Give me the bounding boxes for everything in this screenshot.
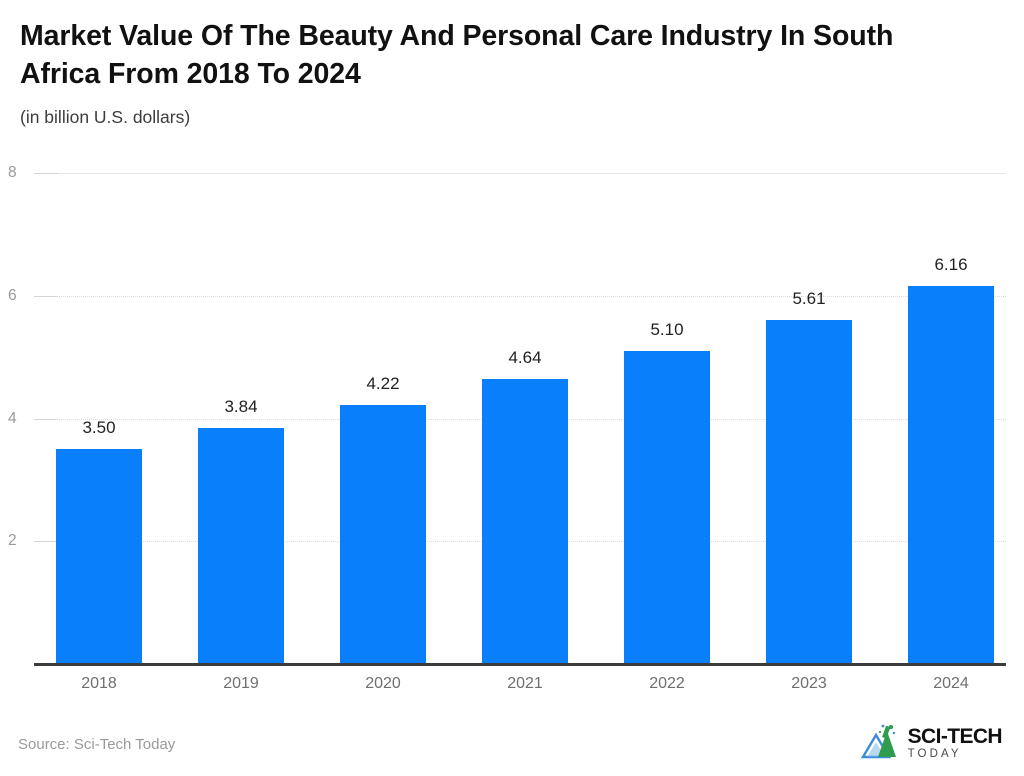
- logo-wordmark: SCI-TECH TODAY: [907, 724, 1003, 761]
- chart-header: Market Value Of The Beauty And Personal …: [20, 18, 1000, 128]
- x-axis-label-2019: 2019: [223, 675, 259, 692]
- bar-value-label-2020: 4.22: [366, 373, 400, 393]
- bar-2018[interactable]: [56, 449, 142, 664]
- ytick-stub-8: [34, 173, 58, 174]
- bar-2021[interactable]: [482, 379, 568, 664]
- bar-value-label-2022: 5.10: [650, 319, 684, 339]
- logo-title: SCI-TECH: [907, 724, 1003, 748]
- x-axis-label-2021: 2021: [507, 675, 543, 692]
- gridline-6: [34, 295, 1006, 297]
- chart-subtitle: (in billion U.S. dollars): [20, 107, 191, 128]
- ytick-stub-2: [34, 541, 58, 543]
- bar-value-label-2024: 6.16: [934, 254, 968, 274]
- bar-value-label-2019: 3.84: [224, 397, 258, 417]
- bar-2022[interactable]: [624, 350, 710, 664]
- x-axis-label-2022: 2022: [649, 675, 685, 692]
- y-axis-label-8: 8: [8, 164, 17, 181]
- bar-value-label-2018: 3.50: [82, 418, 116, 438]
- y-axis-label-4: 4: [8, 409, 17, 427]
- gridline-8: [34, 173, 1006, 174]
- page-title: Market Value Of The Beauty And Personal …: [20, 20, 894, 90]
- bar-2024[interactable]: [908, 285, 994, 664]
- x-axis-label-2020: 2020: [365, 675, 401, 692]
- bar-2020[interactable]: [340, 404, 426, 664]
- bar-value-label-2023: 5.61: [792, 288, 826, 308]
- y-axis-label-6: 6: [8, 286, 17, 304]
- sci-tech-today-logo-icon: [860, 724, 896, 759]
- x-axis-label-2024: 2024: [933, 675, 969, 692]
- bar-2019[interactable]: [198, 428, 284, 664]
- logo-subtitle: TODAY: [907, 747, 962, 760]
- ytick-stub-6: [34, 295, 58, 297]
- ytick-stub-4: [34, 418, 58, 420]
- sci-tech-today-logo: SCI-TECH TODAY: [860, 722, 1003, 764]
- x-axis-line: [34, 663, 1006, 666]
- source-label: Source: Sci-Tech Today: [18, 736, 176, 753]
- bar-2023[interactable]: [766, 319, 852, 664]
- x-axis-label-2018: 2018: [81, 675, 117, 692]
- y-axis-label-2: 2: [8, 532, 17, 550]
- bar-value-label-2021: 4.64: [508, 348, 542, 368]
- x-axis-label-2023: 2023: [791, 675, 827, 692]
